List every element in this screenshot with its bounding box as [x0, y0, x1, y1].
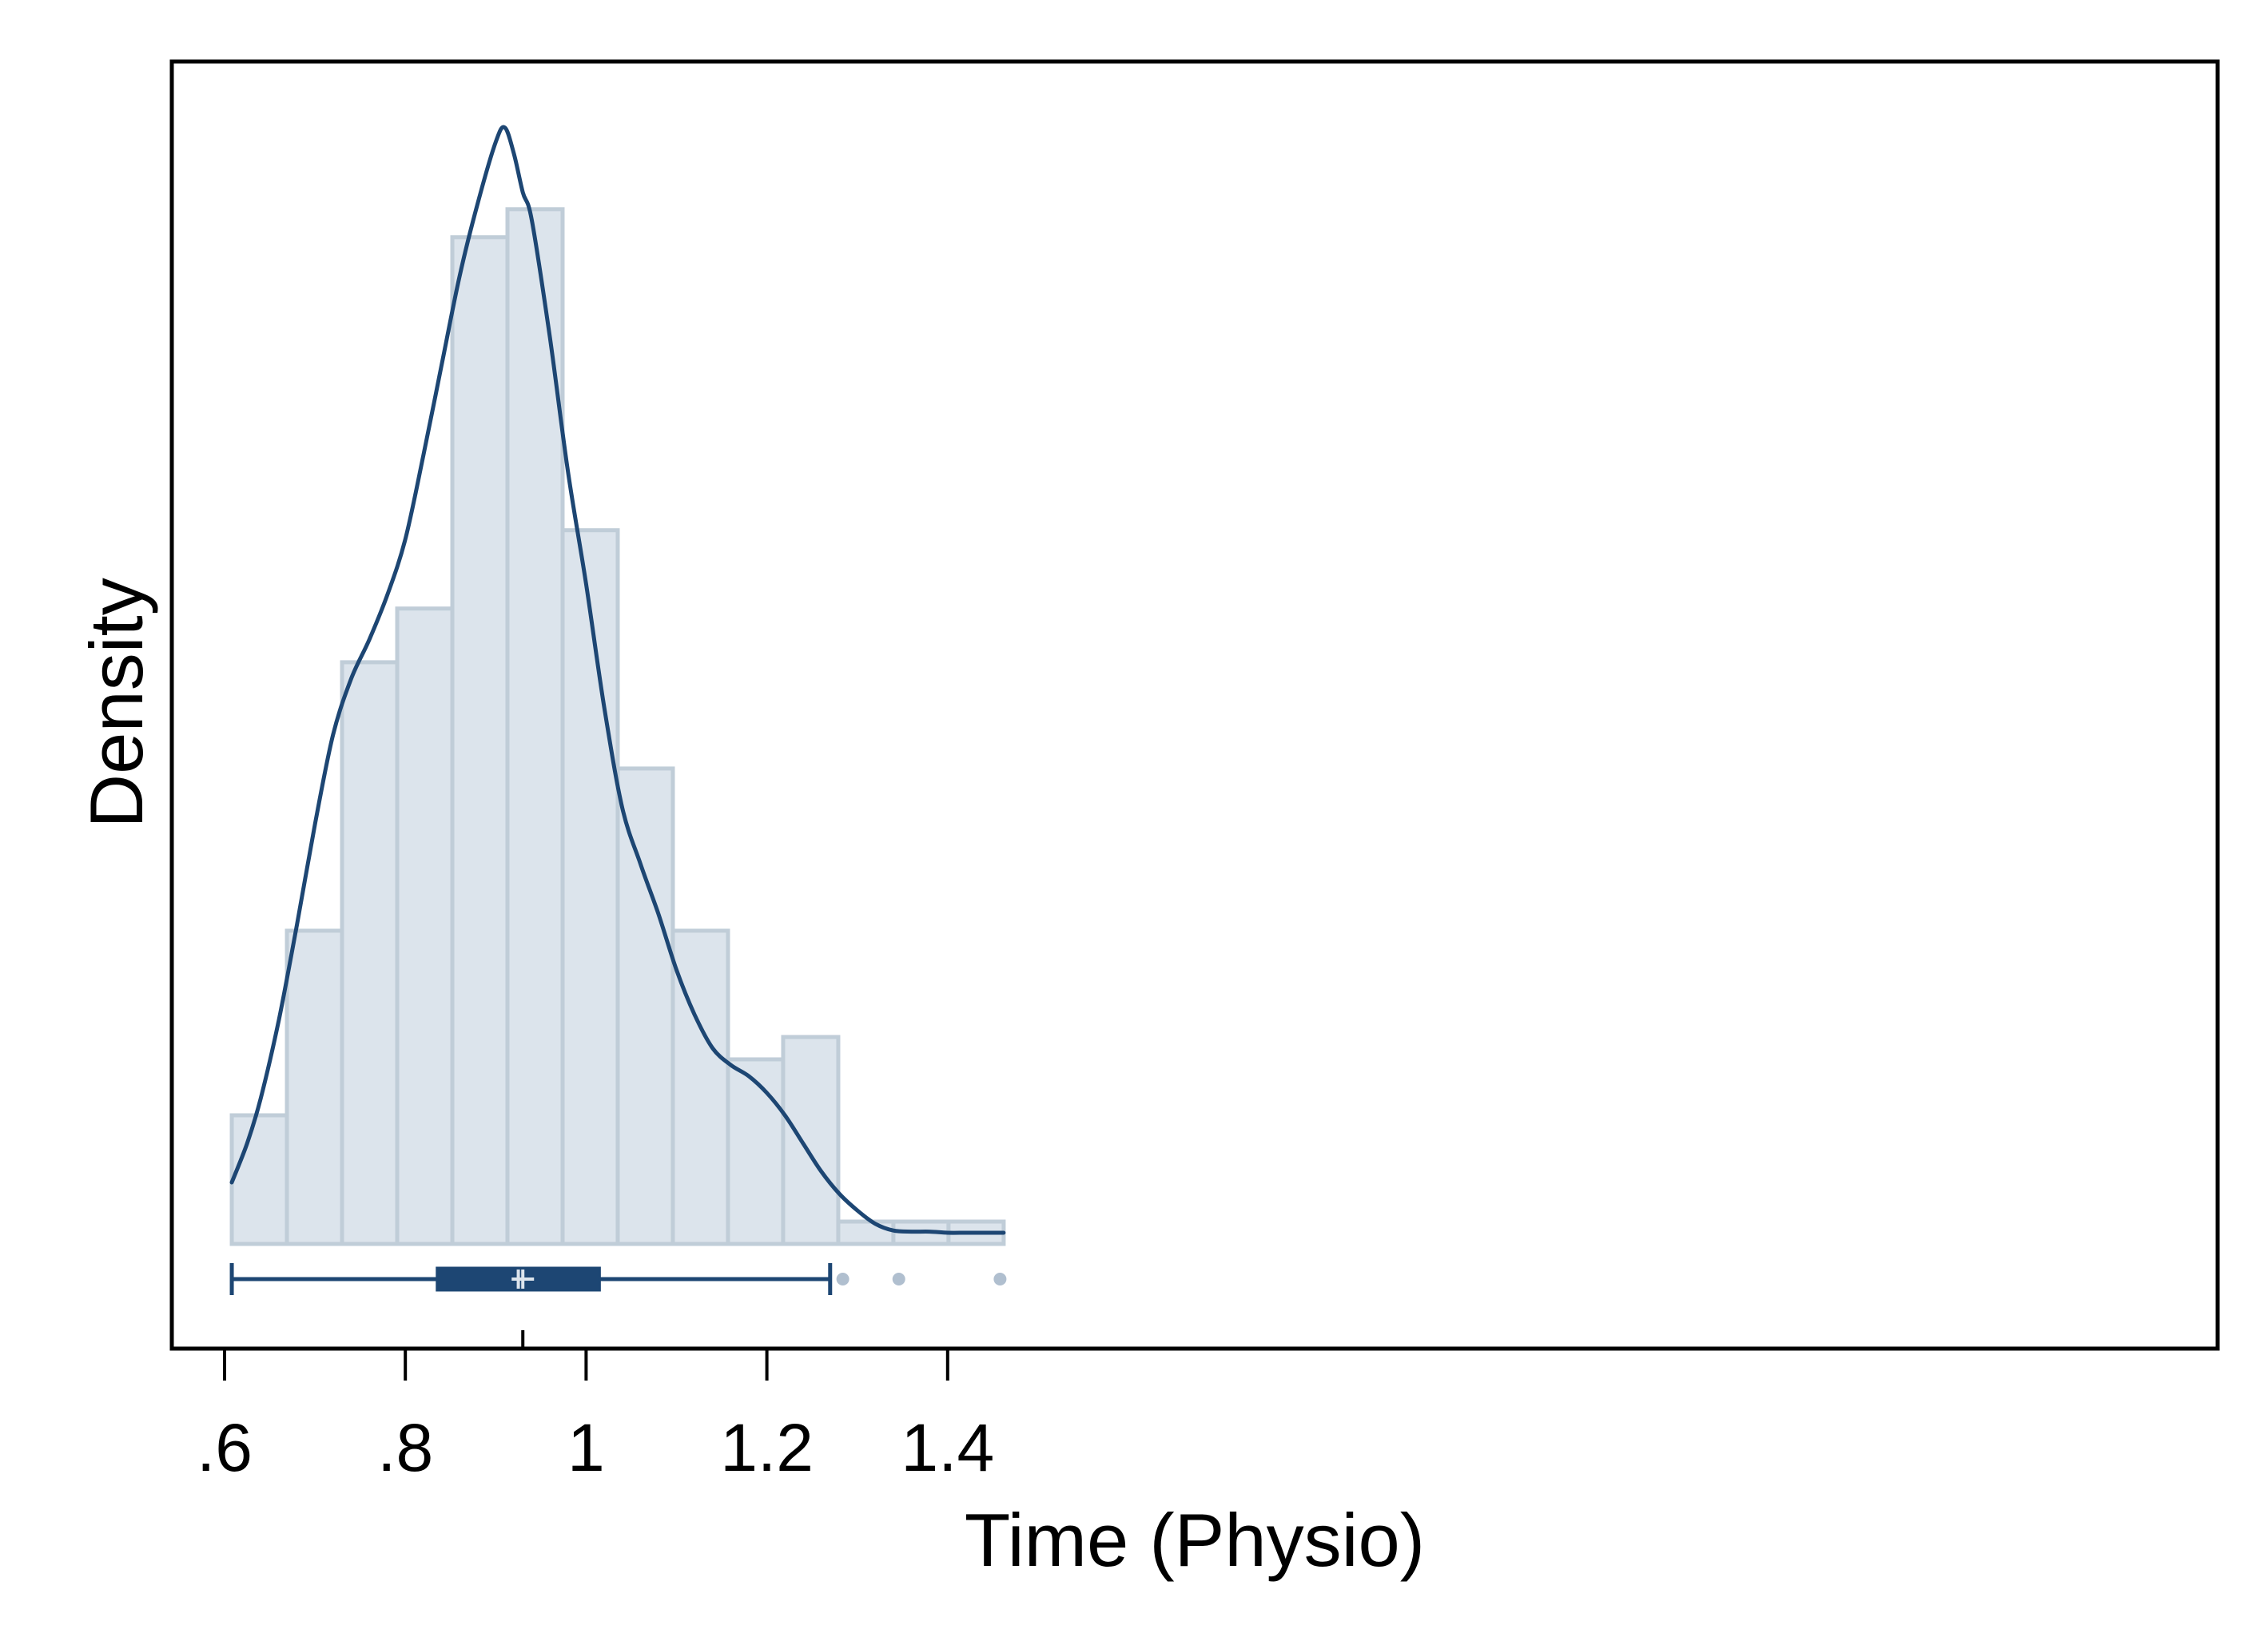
- histogram-bar: [284, 928, 344, 1246]
- histogram-bar: [505, 207, 565, 1246]
- histogram-bar: [229, 1113, 289, 1246]
- x-tick-label: 1: [567, 1410, 605, 1485]
- histogram-bar: [340, 660, 400, 1246]
- x-axis-title: Time (Physio): [965, 1498, 1425, 1582]
- x-tick-label: .6: [197, 1410, 253, 1485]
- plot-frame: [169, 59, 2220, 1351]
- histogram-bar: [450, 235, 510, 1246]
- boxplot-outlier: [836, 1273, 850, 1285]
- y-axis-title: Density: [74, 578, 158, 828]
- boxplot: [229, 1263, 1007, 1349]
- density-curve: [229, 125, 1006, 1235]
- density-curve-layer: [229, 125, 1006, 1235]
- x-tick-label: .8: [377, 1410, 433, 1485]
- x-tick-label: 1.2: [720, 1410, 814, 1485]
- boxplot-outlier: [993, 1273, 1007, 1285]
- histogram-bar: [836, 1219, 896, 1246]
- x-axis-ticks: .6 .8 1 1.2 1.4: [197, 1349, 994, 1485]
- boxplot-outlier: [892, 1273, 905, 1285]
- histogram-bar: [395, 606, 455, 1246]
- histogram-bar: [726, 1057, 786, 1246]
- x-tick-label: 1.4: [901, 1410, 994, 1485]
- histogram-bar: [560, 528, 620, 1246]
- histogram-bar: [781, 1035, 841, 1246]
- histogram-bar: [615, 766, 675, 1246]
